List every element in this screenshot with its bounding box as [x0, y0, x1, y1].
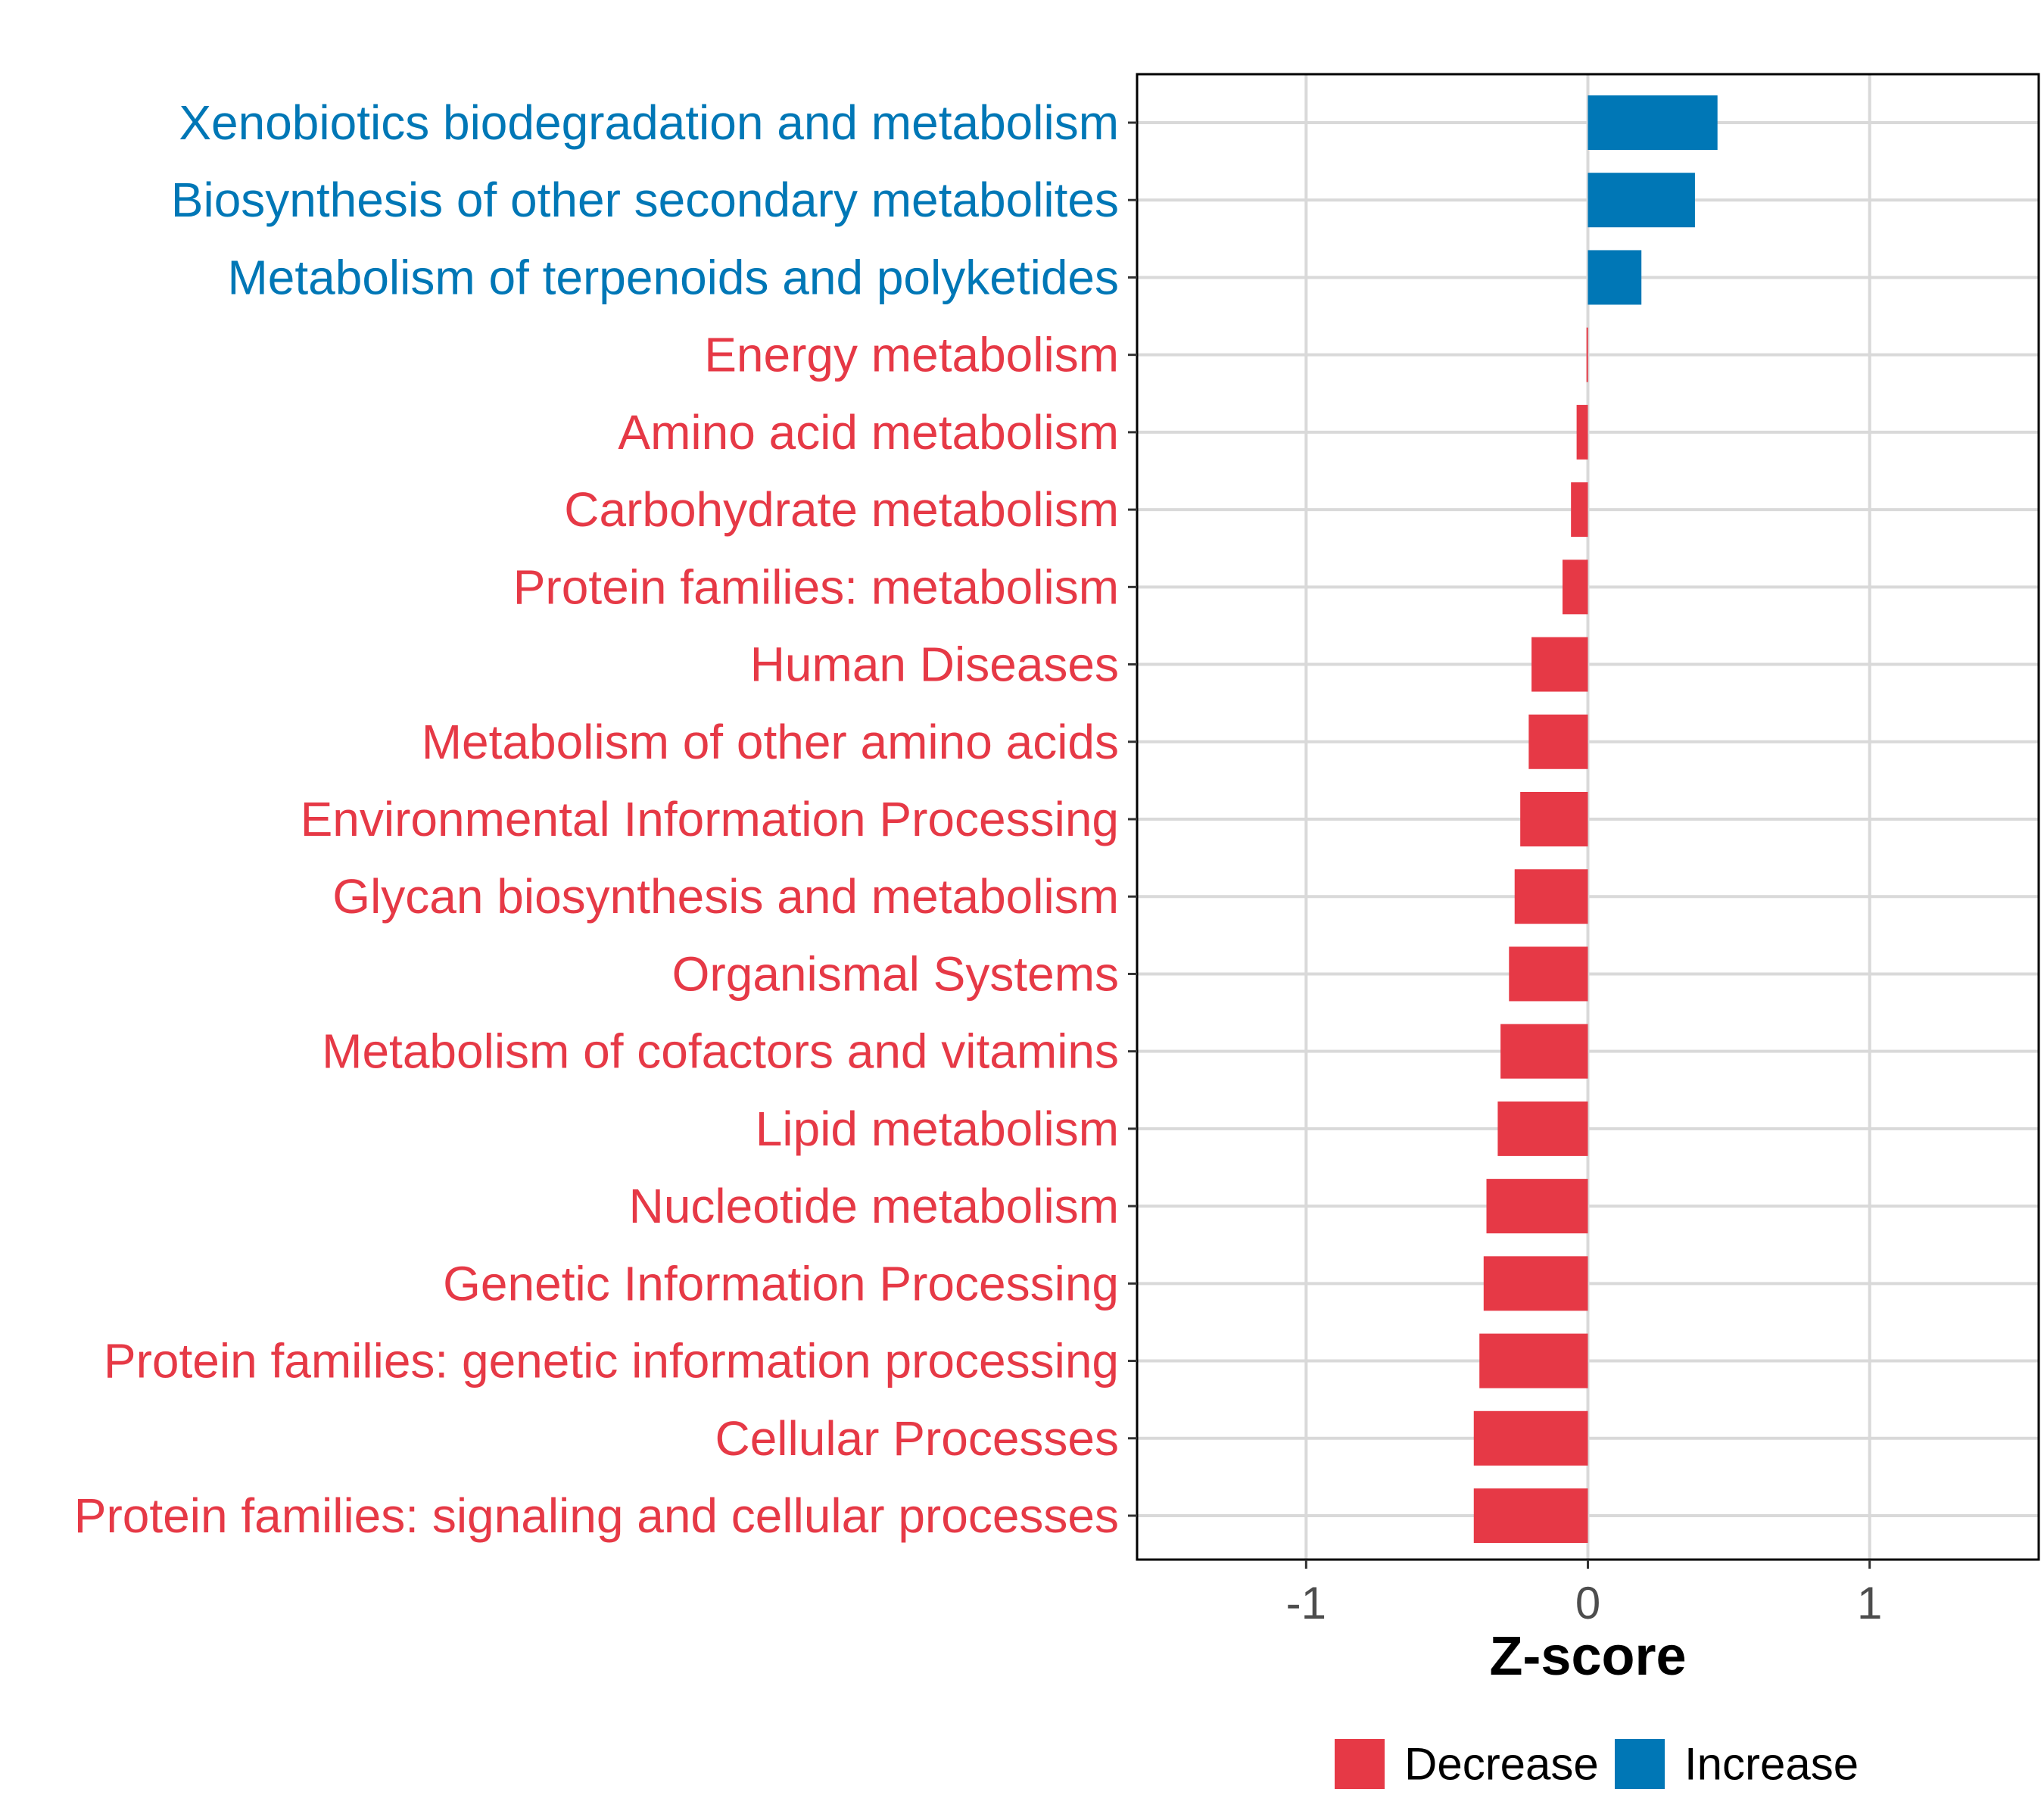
- bar-6: [1563, 559, 1588, 615]
- category-label-15: Genetic Information Processing: [443, 1256, 1119, 1311]
- bar-0: [1588, 95, 1718, 150]
- category-label-7: Human Diseases: [750, 637, 1119, 692]
- bar-14: [1486, 1179, 1588, 1234]
- legend: Decrease Increase: [1335, 1739, 1859, 1790]
- category-label-3: Energy metabolism: [704, 328, 1119, 382]
- bar-18: [1473, 1488, 1588, 1543]
- bar-10: [1514, 869, 1588, 924]
- category-label-16: Protein families: genetic information pr…: [104, 1334, 1119, 1388]
- legend-label-increase: Increase: [1684, 1739, 1859, 1790]
- bar-12: [1500, 1024, 1588, 1079]
- x-tick-label-2: 1: [1857, 1578, 1882, 1628]
- bar-5: [1571, 482, 1588, 538]
- y-axis-ticks: [1128, 121, 1137, 1517]
- legend-swatch-increase: [1615, 1739, 1665, 1789]
- category-label-6: Protein families: metabolism: [513, 559, 1119, 614]
- category-label-1: Biosynthesis of other secondary metaboli…: [171, 173, 1119, 227]
- x-tick-label-1: 0: [1575, 1578, 1600, 1628]
- bar-9: [1520, 792, 1588, 846]
- bar-13: [1497, 1101, 1588, 1156]
- category-label-18: Protein families: signaling and cellular…: [74, 1488, 1119, 1543]
- bar-16: [1479, 1333, 1588, 1388]
- legend-swatch-decrease: [1335, 1739, 1385, 1789]
- category-label-13: Lipid metabolism: [756, 1102, 1119, 1156]
- category-label-11: Organismal Systems: [672, 946, 1119, 1001]
- category-label-9: Environmental Information Processing: [301, 792, 1119, 846]
- x-tick-label-0: -1: [1286, 1578, 1326, 1628]
- bar-17: [1473, 1410, 1588, 1466]
- bar-4: [1576, 404, 1588, 460]
- category-label-8: Metabolism of other amino acids: [422, 715, 1119, 769]
- x-axis-labels: -1 0 1: [1286, 1578, 1883, 1628]
- category-label-10: Glycan biosynthesis and metabolism: [332, 869, 1119, 924]
- bar-7: [1531, 637, 1588, 692]
- bar-2: [1588, 250, 1642, 305]
- bar-8: [1528, 714, 1588, 769]
- x-axis-title: Z-score: [1489, 1626, 1686, 1687]
- x-axis-ticks: [1304, 1560, 1871, 1569]
- legend-label-decrease: Decrease: [1404, 1739, 1599, 1790]
- bar-1: [1588, 173, 1695, 228]
- category-label-12: Metabolism of cofactors and vitamins: [322, 1024, 1119, 1079]
- category-label-0: Xenobiotics biodegradation and metabolis…: [179, 95, 1119, 150]
- category-label-2: Metabolism of terpenoids and polyketides: [227, 250, 1119, 304]
- bar-3: [1586, 327, 1588, 382]
- category-label-17: Cellular Processes: [715, 1411, 1119, 1466]
- category-label-5: Carbohydrate metabolism: [564, 482, 1119, 537]
- bar-11: [1509, 946, 1588, 1002]
- y-axis-labels: Xenobiotics biodegradation and metabolis…: [74, 95, 1119, 1543]
- bar-15: [1483, 1256, 1588, 1311]
- bars: [1473, 95, 1718, 1543]
- category-label-14: Nucleotide metabolism: [629, 1179, 1119, 1233]
- category-label-4: Amino acid metabolism: [618, 405, 1119, 460]
